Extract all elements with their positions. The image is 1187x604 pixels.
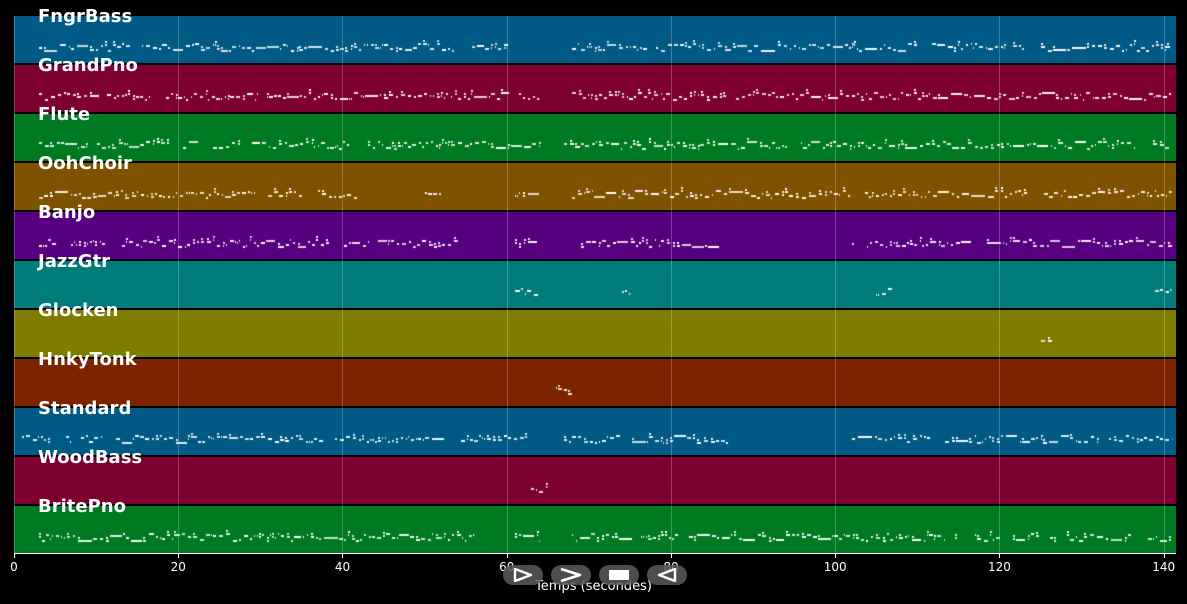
track-label: HnkyTonk (38, 349, 137, 370)
fast-forward-button[interactable] (551, 565, 591, 585)
stop-icon (609, 570, 629, 580)
x-axis-line (14, 553, 1176, 554)
track-label: WoodBass (38, 447, 143, 468)
play-icon (513, 568, 533, 582)
track-label: JazzGtr (38, 251, 111, 272)
x-tick (1163, 553, 1165, 558)
fast-forward-icon (560, 568, 582, 582)
track-label: FngrBass (38, 6, 133, 27)
rewind-button[interactable] (647, 565, 687, 585)
track-label: Flute (38, 104, 91, 125)
rewind-icon (657, 568, 677, 582)
track-label: OohChoir (38, 153, 132, 174)
track-label: BritePno (38, 496, 126, 517)
x-tick (670, 553, 672, 558)
x-tick (178, 553, 180, 558)
x-tick-label: 0 (10, 560, 18, 574)
x-tick (835, 553, 837, 558)
x-tick-label: 100 (823, 560, 847, 574)
x-tick-label: 20 (170, 560, 186, 574)
track-label: Glocken (38, 300, 119, 321)
track-label: GrandPno (38, 55, 138, 76)
x-tick-label: 140 (1152, 560, 1176, 574)
piano-roll-plot: FngrBass GrandPno Flute OohChoir Banjo JazzGt… (14, 7, 1176, 553)
x-tick (342, 553, 344, 558)
x-tick (999, 553, 1001, 558)
x-tick (14, 553, 15, 558)
x-tick-label: 40 (334, 560, 351, 574)
track-label: Banjo (38, 202, 96, 223)
note-events (14, 16, 1176, 553)
stop-button[interactable] (599, 565, 639, 585)
x-tick-label: 120 (987, 560, 1011, 574)
x-tick (506, 553, 508, 558)
playback-controls (503, 565, 688, 585)
play-button[interactable] (503, 565, 543, 585)
track-label: Standard (38, 398, 132, 419)
